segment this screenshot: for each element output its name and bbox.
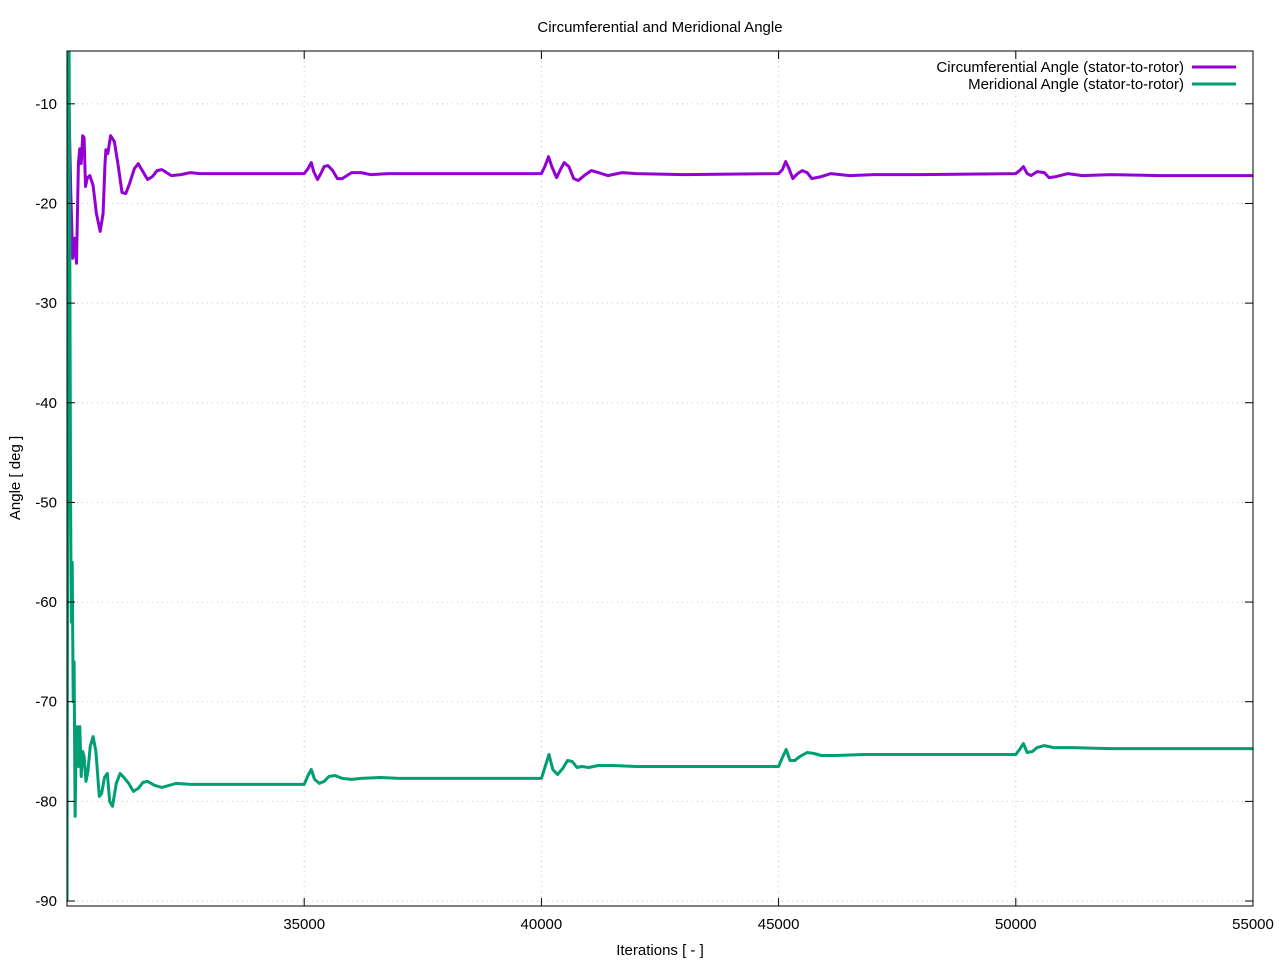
grid-lines bbox=[67, 51, 1253, 906]
x-axis-label: Iterations [ - ] bbox=[616, 942, 704, 959]
y-tick-label: -30 bbox=[35, 295, 57, 312]
x-tick-label: 45000 bbox=[758, 916, 800, 933]
legend-label: Meridional Angle (stator-to-rotor) bbox=[968, 76, 1184, 93]
x-tick-label: 35000 bbox=[283, 916, 325, 933]
plot-lines bbox=[67, 51, 1253, 902]
y-axis-label: Angle [ deg ] bbox=[7, 436, 24, 520]
y-tick-label: -80 bbox=[35, 793, 57, 810]
y-tick-label: -60 bbox=[35, 594, 57, 611]
x-tick-label: 55000 bbox=[1232, 916, 1274, 933]
legend: Circumferential Angle (stator-to-rotor)M… bbox=[936, 59, 1236, 93]
x-tick-label: 40000 bbox=[521, 916, 563, 933]
legend-label: Circumferential Angle (stator-to-rotor) bbox=[936, 59, 1184, 76]
y-tick-label: -10 bbox=[35, 96, 57, 113]
y-tick-label: -50 bbox=[35, 494, 57, 511]
y-tick-label: -70 bbox=[35, 694, 57, 711]
series-line-2 bbox=[67, 51, 1253, 902]
axis-ticks: 35000 40000 45000 50000 55000 -90 -80 -70 -60 -50… bbox=[35, 51, 1274, 933]
chart-title: Circumferential and Meridional Angle bbox=[537, 19, 782, 36]
y-tick-label: -20 bbox=[35, 195, 57, 212]
x-tick-label: 50000 bbox=[995, 916, 1037, 933]
y-tick-label: -40 bbox=[35, 395, 57, 412]
plot-frame bbox=[66, 50, 1254, 907]
y-tick-label: -90 bbox=[35, 893, 57, 910]
series-line-1 bbox=[67, 53, 1253, 265]
